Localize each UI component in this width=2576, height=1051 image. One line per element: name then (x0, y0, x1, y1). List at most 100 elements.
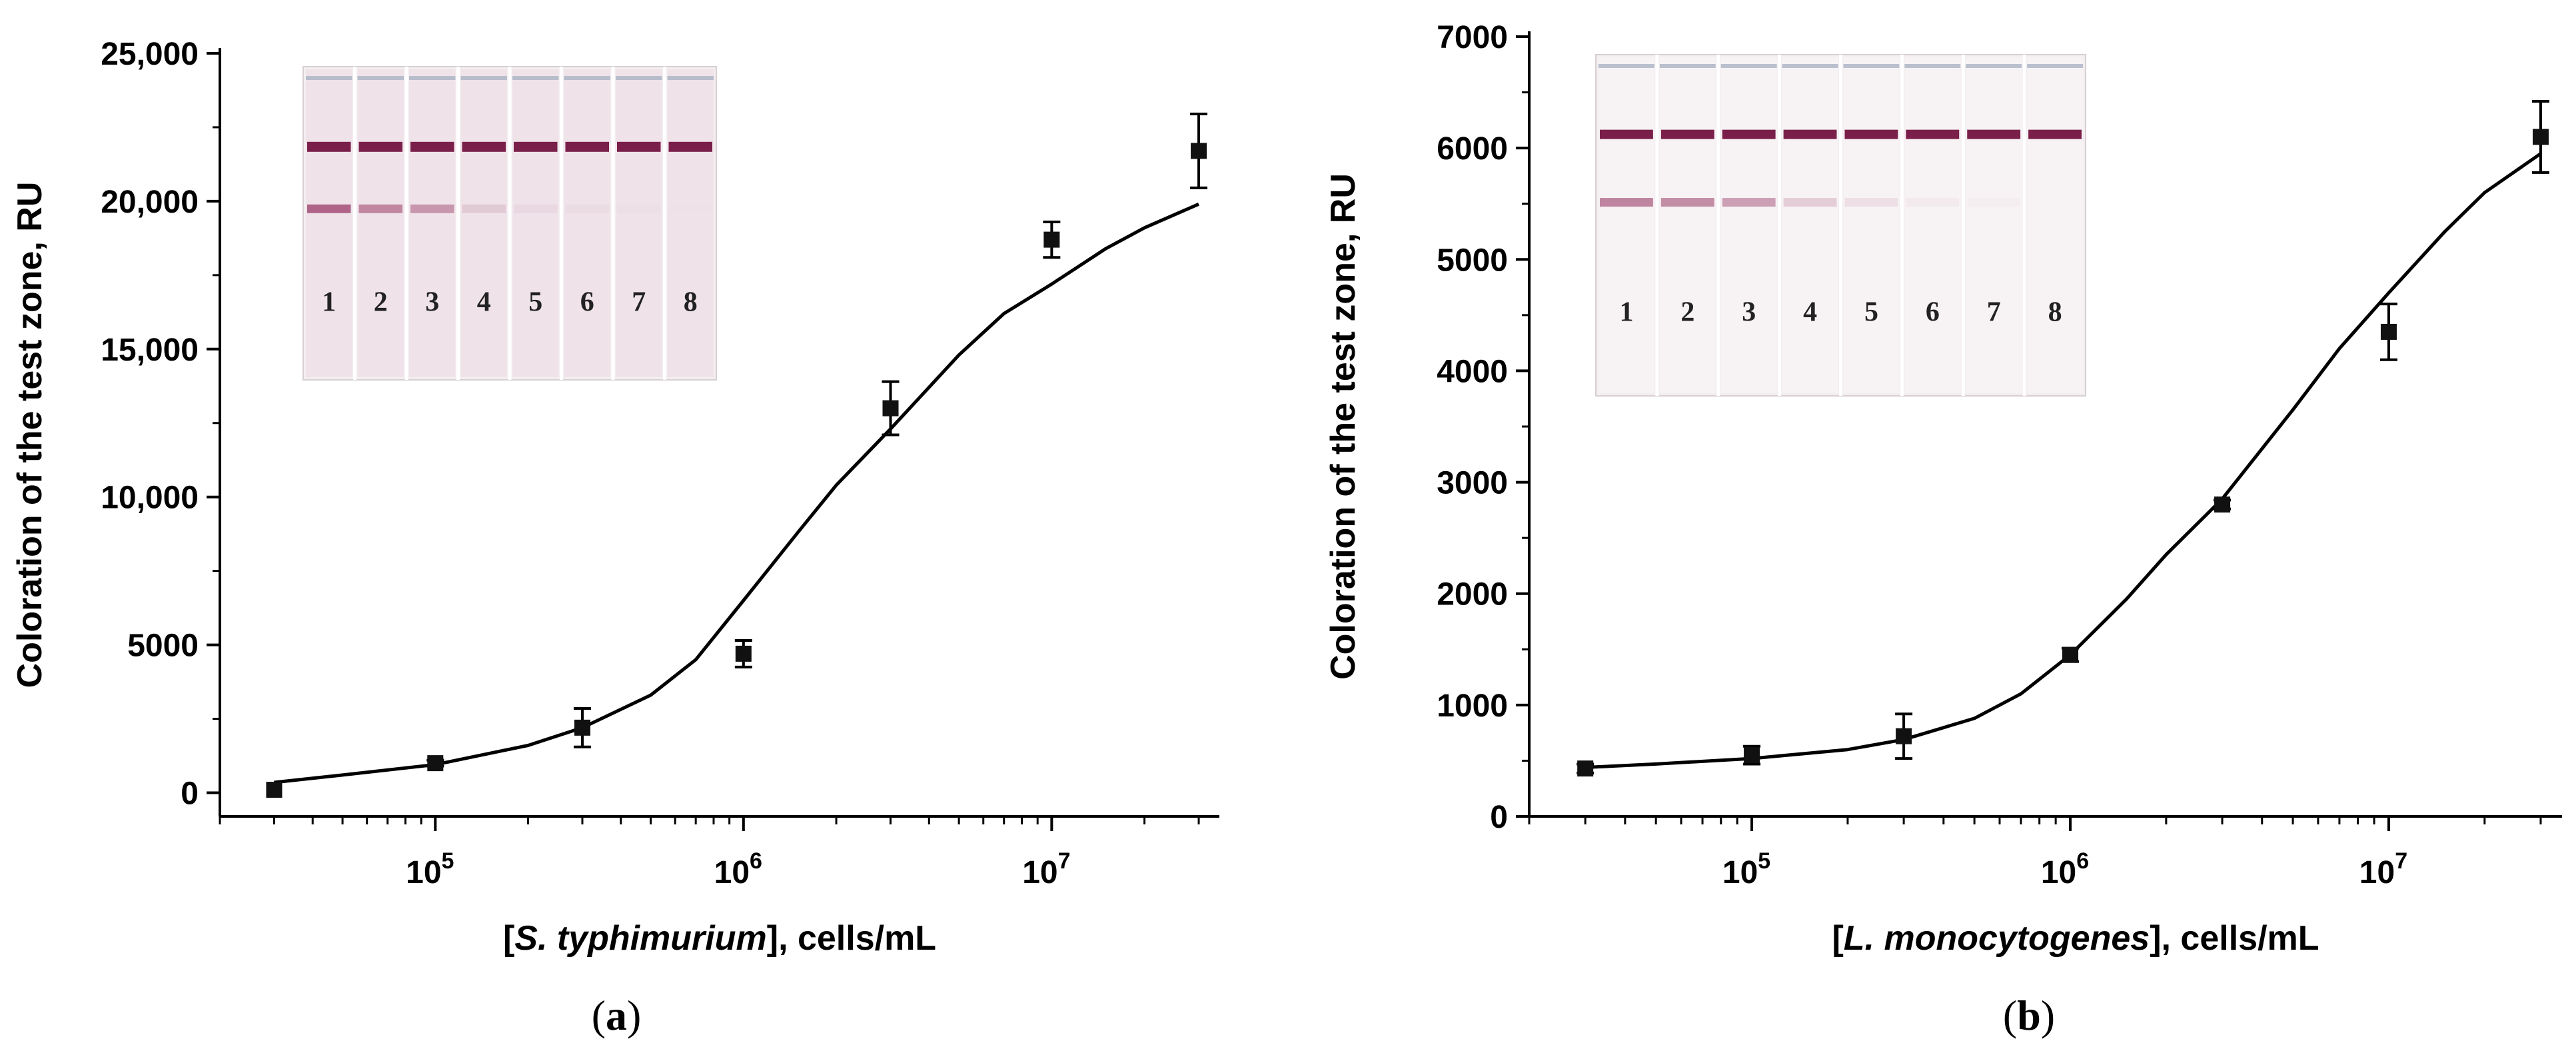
strip-top-edge (1843, 64, 1900, 68)
data-point (1043, 231, 1060, 248)
x-tick-label-exponent: 5 (1758, 848, 1770, 874)
strip (2027, 57, 2083, 393)
strip-top-edge (2027, 64, 2083, 68)
x-tick-label-exponent: 7 (2395, 848, 2407, 874)
x-axis-label-part: [ (503, 919, 514, 958)
data-point (2214, 497, 2231, 513)
strip-control-line (668, 141, 712, 152)
strip-control-line (1967, 129, 2021, 139)
strip-test-line (1906, 198, 1960, 207)
strip-control-line (1906, 129, 1960, 139)
strip-top-edge (357, 76, 404, 80)
panel-label-paren: ) (627, 992, 641, 1039)
strip-control-line (1600, 129, 1653, 139)
strip-top-edge (1659, 64, 1716, 68)
strip-lane-label: 7 (1987, 297, 2001, 327)
y-tick-label: 2000 (1437, 577, 1508, 612)
strip-lane-label: 2 (1680, 297, 1694, 327)
data-point (1191, 143, 1207, 159)
strip-control-line (358, 141, 402, 152)
strip (1659, 57, 1716, 393)
strip-test-line (565, 204, 609, 213)
y-tick-label: 0 (181, 776, 199, 811)
data-point (882, 400, 899, 417)
panel-label-letter: a (606, 992, 627, 1039)
x-tick-label: 105 (406, 848, 454, 890)
x-tick-label-base: 10 (1022, 855, 1057, 890)
data-point (2380, 323, 2397, 340)
strip-test-line (410, 204, 454, 213)
strip-top-edge (1966, 64, 2022, 68)
strip (667, 69, 714, 377)
strip-lane-label: 1 (322, 287, 336, 318)
strip-lane-label: 1 (1619, 297, 1633, 327)
x-tick-label: 106 (2041, 848, 2089, 890)
strip-test-line (1722, 198, 1776, 207)
panel-label-paren: ( (2003, 992, 2017, 1039)
x-tick-label-base: 10 (406, 855, 441, 890)
x-axis-label-part: S. typhimurium (514, 919, 766, 958)
test-strip-photo: 1 2 3 4 5 6 7 8 (303, 66, 717, 381)
strip (1904, 57, 1961, 393)
test-strip-photo: 1 2 3 4 5 6 7 8 (1595, 54, 2086, 397)
strip-test-line (462, 204, 506, 213)
y-tick-label: 0 (1490, 800, 1508, 835)
strip-lane-label: 5 (1864, 297, 1878, 327)
strip-lane-label: 7 (632, 287, 646, 318)
strip-lane-label: 8 (684, 287, 698, 318)
panel-label-paren: ( (592, 992, 606, 1039)
data-point (1744, 747, 1760, 764)
x-tick-label-exponent: 6 (2076, 848, 2089, 874)
strip-control-line (1844, 129, 1898, 139)
strip-control-line (617, 141, 661, 152)
x-tick-label-exponent: 5 (442, 848, 454, 874)
strip (409, 69, 456, 377)
y-tick-label: 3000 (1437, 466, 1508, 501)
y-tick-label: 15,000 (101, 333, 199, 368)
y-tick-label: 25,000 (101, 37, 199, 72)
panel-label-paren: ) (2041, 992, 2055, 1039)
strip-control-line (410, 141, 454, 152)
strip (1966, 57, 2022, 393)
strip (1782, 57, 1838, 393)
strip (357, 69, 404, 377)
x-tick-label: 106 (714, 848, 762, 890)
strip (512, 69, 559, 377)
strip-top-edge (1904, 64, 1961, 68)
x-axis-label: [S. typhimurium], cells/mL (503, 919, 936, 958)
x-axis-label: [L. monocytogenes], cells/mL (1832, 919, 2319, 958)
strip-control-line (462, 141, 506, 152)
panel-label: (b) (2003, 992, 2055, 1039)
strip-control-line (514, 141, 558, 152)
strip-lane-label: 2 (374, 287, 388, 318)
strip (1720, 57, 1777, 393)
y-tick-label: 6000 (1437, 131, 1508, 167)
strip-lane-label: 5 (528, 287, 542, 318)
data-point (735, 645, 752, 662)
x-tick-label: 107 (2359, 848, 2407, 890)
x-tick-label-exponent: 6 (750, 848, 762, 874)
fit-curve (1585, 152, 2542, 769)
strip-test-line (514, 204, 558, 213)
strip-test-line (1783, 198, 1837, 207)
x-axis-label-part: L. monocytogenes (1844, 919, 2150, 958)
strip-control-line (1783, 129, 1837, 139)
strip-top-edge (1720, 64, 1777, 68)
strip-control-line (1722, 129, 1776, 139)
strip-top-edge (667, 76, 714, 80)
data-point (427, 755, 444, 772)
strip-top-edge (409, 76, 456, 80)
strip-lane-label: 6 (1926, 297, 1940, 327)
strip-lane-label: 4 (1803, 297, 1817, 327)
y-tick-label: 5000 (127, 628, 199, 664)
data-point (1896, 728, 1912, 744)
strip-lane-label: 8 (2048, 297, 2062, 327)
strip (1843, 57, 1900, 393)
strip-lane-label: 4 (477, 287, 491, 318)
strip-control-line (2028, 129, 2082, 139)
x-tick-label-base: 10 (2359, 855, 2395, 890)
data-point (1577, 760, 1594, 777)
y-tick-label: 1000 (1437, 688, 1508, 724)
